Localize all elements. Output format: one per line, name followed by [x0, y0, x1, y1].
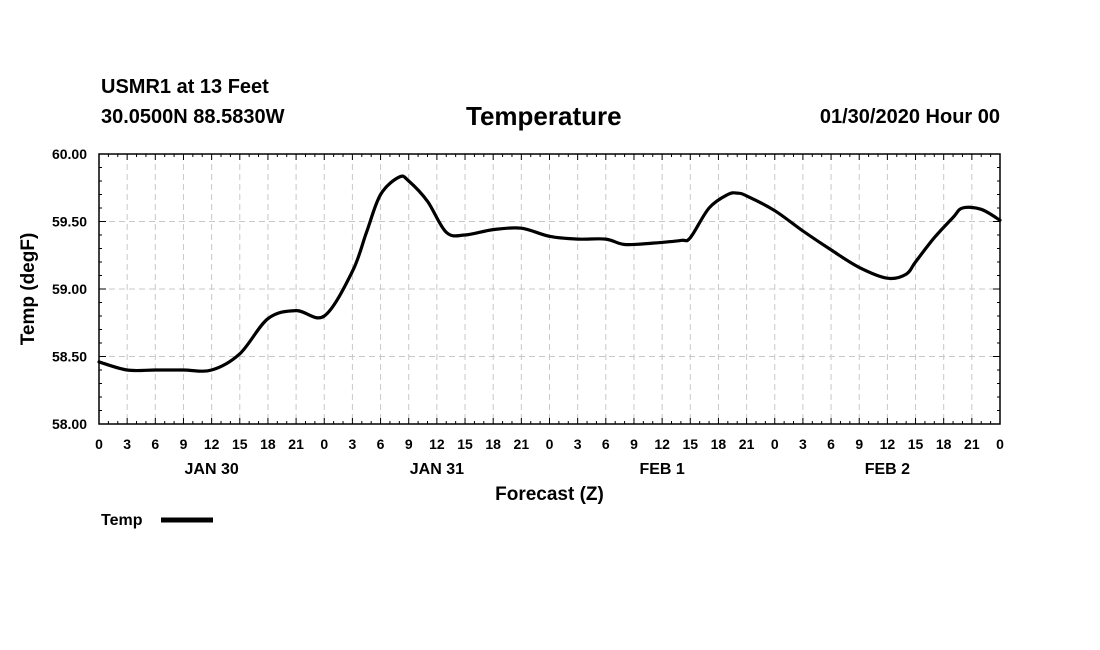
y-tick-label: 60.00 — [52, 146, 87, 162]
x-tick-label: 6 — [827, 436, 835, 452]
y-tick-label: 59.00 — [52, 281, 87, 297]
x-tick-label: 0 — [771, 436, 779, 452]
x-tick-label: 6 — [602, 436, 610, 452]
x-tick-label: 15 — [908, 436, 924, 452]
x-tick-label: 15 — [682, 436, 698, 452]
x-tick-label: 9 — [855, 436, 863, 452]
x-tick-label: 3 — [123, 436, 131, 452]
x-tick-label: 12 — [429, 436, 445, 452]
forecast-timestamp: 01/30/2020 Hour 00 — [819, 106, 1000, 128]
axis-labels: 0 3 6 9 12 15 18 21 0 3 6 9 12 15 18 21 0 3 6 9 12 15 18 21 0 3 6 9… — [52, 146, 1004, 478]
x-tick-label: 21 — [739, 436, 755, 452]
x-tick-label: 0 — [95, 436, 103, 452]
x-tick-label: 0 — [546, 436, 554, 452]
legend: Temp — [101, 512, 213, 529]
y-tick-label: 58.00 — [52, 416, 87, 432]
x-axis-title: Forecast (Z) — [495, 484, 604, 505]
x-tick-label: 18 — [260, 436, 276, 452]
x-tick-label: 21 — [288, 436, 304, 452]
x-tick-label: 9 — [630, 436, 638, 452]
x-tick-label: 3 — [799, 436, 807, 452]
grid-lines — [99, 154, 1000, 424]
series-line-temp — [97, 174, 1002, 373]
x-tick-label: 18 — [936, 436, 952, 452]
y-axis-title: Temp (degF) — [18, 233, 39, 346]
legend-label: Temp — [101, 512, 143, 529]
x-tick-label: 6 — [377, 436, 385, 452]
axis-ticks — [98, 153, 1001, 425]
x-tick-label: 0 — [996, 436, 1004, 452]
x-tick-label: 9 — [405, 436, 413, 452]
x-tick-label: 12 — [654, 436, 670, 452]
x-tick-label: 12 — [880, 436, 896, 452]
y-tick-label: 59.50 — [52, 214, 87, 230]
x-tick-label: 15 — [457, 436, 473, 452]
x-tick-label: 21 — [964, 436, 980, 452]
station-label: USMR1 at 13 Feet — [101, 76, 269, 98]
x-tick-label: 18 — [711, 436, 727, 452]
x-tick-label: 6 — [151, 436, 159, 452]
x-tick-label: 18 — [485, 436, 501, 452]
day-label: JAN 30 — [185, 461, 239, 478]
day-label: FEB 2 — [865, 461, 910, 478]
x-tick-label: 15 — [232, 436, 248, 452]
x-tick-label: 0 — [320, 436, 328, 452]
x-tick-label: 12 — [204, 436, 220, 452]
day-label: JAN 31 — [410, 461, 464, 478]
series-layer — [97, 174, 1002, 373]
day-label: FEB 1 — [639, 461, 684, 478]
x-tick-label: 3 — [574, 436, 582, 452]
x-tick-label: 9 — [180, 436, 188, 452]
location-label: 30.0500N 88.5830W — [101, 106, 285, 128]
y-tick-label: 58.50 — [52, 349, 87, 365]
x-tick-label: 21 — [514, 436, 530, 452]
x-tick-label: 3 — [349, 436, 357, 452]
chart-title: Temperature — [466, 101, 622, 131]
